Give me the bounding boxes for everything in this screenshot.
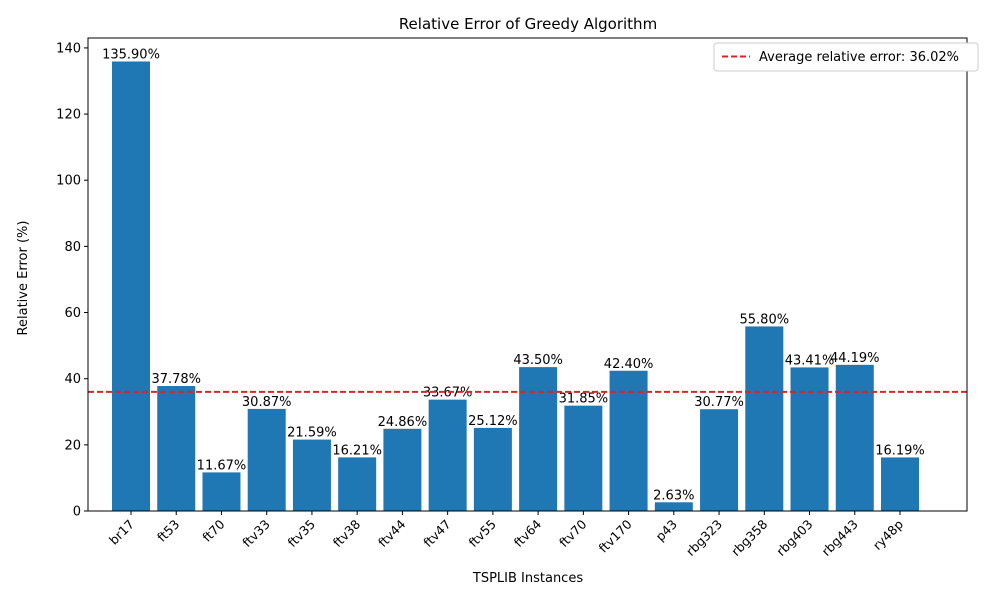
bar-value-label-p43: 2.63%: [653, 488, 694, 503]
x-tick-label-ftv70: ftv70: [556, 516, 590, 550]
y-tick-label-80: 80: [64, 240, 81, 255]
bar-value-label-ftv44: 24.86%: [378, 415, 428, 430]
chart-title: Relative Error of Greedy Algorithm: [399, 15, 657, 33]
bar-value-label-rbg443: 44.19%: [830, 351, 880, 366]
bar-rbg323: [700, 409, 739, 511]
bar-ry48p: [881, 457, 919, 511]
legend-box: [713, 42, 979, 72]
x-axis-label: TSPLIB Instances: [472, 571, 583, 586]
bar-rbg443: [835, 364, 874, 511]
x-tick-label-p43: p43: [652, 517, 679, 544]
bar-value-label-ftv55: 25.12%: [468, 414, 518, 429]
x-tick-label-rbg443: rbg443: [819, 517, 861, 559]
x-tick-label-ftv33: ftv33: [239, 517, 273, 551]
y-tick-label-0: 0: [73, 505, 81, 520]
bar-value-label-ry48p: 16.19%: [875, 443, 925, 458]
x-tick-label-ft53: ft53: [154, 517, 182, 545]
x-tick-label-ry48p: ry48p: [870, 516, 906, 552]
bar-ftv170: [609, 370, 648, 511]
bar-value-label-ftv38: 16.21%: [332, 443, 382, 458]
bar-value-label-rbg323: 30.77%: [694, 395, 744, 410]
x-tick-label-ft70: ft70: [199, 516, 227, 544]
bar-ft70: [202, 472, 241, 511]
bar-value-label-ft53: 37.78%: [151, 372, 201, 387]
y-tick-label-140: 140: [56, 41, 81, 56]
legend-average-line-label: Average relative error: 36.02%: [759, 50, 959, 65]
bar-ftv70: [564, 405, 603, 511]
y-tick-label-40: 40: [64, 372, 81, 387]
y-tick-label-20: 20: [64, 438, 81, 453]
bar-ft53: [157, 386, 196, 511]
bar-ftv44: [383, 428, 422, 511]
x-tick-label-ftv170: ftv170: [596, 516, 635, 555]
x-tick-label-rbg403: rbg403: [773, 517, 815, 559]
legend: Average relative error: 36.02%: [713, 42, 979, 72]
x-tick-label-ftv47: ftv47: [420, 517, 454, 551]
x-tick-label-ftv38: ftv38: [330, 516, 364, 550]
x-tick-label-rbg358: rbg358: [728, 516, 770, 558]
bar-ftv47: [428, 399, 467, 511]
bar-ftv55: [473, 427, 512, 511]
bars-group: [112, 61, 919, 511]
bar-ftv35: [292, 439, 331, 511]
plot-frame: [87, 37, 968, 512]
bar-ftv33: [247, 408, 286, 511]
bar-value-label-br17: 135.90%: [102, 47, 160, 62]
bar-value-label-ftv35: 21.59%: [287, 426, 337, 441]
bar-value-label-ftv64: 43.50%: [513, 353, 563, 368]
x-tick-label-ftv64: ftv64: [511, 516, 545, 550]
x-tick-label-rbg323: rbg323: [683, 517, 725, 559]
x-tick-label-ftv55: ftv55: [465, 517, 499, 551]
bar-ftv64: [519, 367, 558, 511]
y-tick-label-120: 120: [56, 108, 81, 123]
bar-value-label-rbg403: 43.41%: [785, 353, 835, 368]
y-axis-label: Relative Error (%): [16, 221, 31, 336]
y-axis: 0 20 40 60 80 100 120 140: [56, 41, 88, 520]
x-tick-label-ftv44: ftv44: [375, 516, 409, 550]
bar-br17: [112, 61, 150, 511]
bar-value-label-ftv47: 33.67%: [423, 386, 473, 401]
bar-value-label-ft70: 11.67%: [197, 458, 247, 473]
bar-value-label-ftv33: 30.87%: [242, 395, 292, 410]
bar-value-label-ftv70: 31.85%: [559, 392, 609, 407]
y-tick-label-100: 100: [56, 174, 81, 189]
x-tick-label-br17: br17: [106, 517, 137, 548]
bar-p43: [654, 502, 693, 511]
bar-rbg358: [745, 326, 784, 511]
y-tick-label-60: 60: [64, 306, 81, 321]
bar-value-label-rbg358: 55.80%: [740, 312, 790, 327]
x-axis: br17 ft53 ft70 ftv33 ftv35 ftv38 ftv44 ftv47 ftv…: [106, 511, 906, 559]
bar-labels-group: 135.90% 37.78% 11.67% 30.87% 21.59% 16.21% 24.…: [102, 47, 925, 503]
bar-rbg403: [790, 367, 829, 511]
x-tick-label-ftv35: ftv35: [285, 517, 319, 551]
bar-value-label-ftv170: 42.40%: [604, 357, 654, 372]
bar-ftv38: [338, 457, 377, 511]
